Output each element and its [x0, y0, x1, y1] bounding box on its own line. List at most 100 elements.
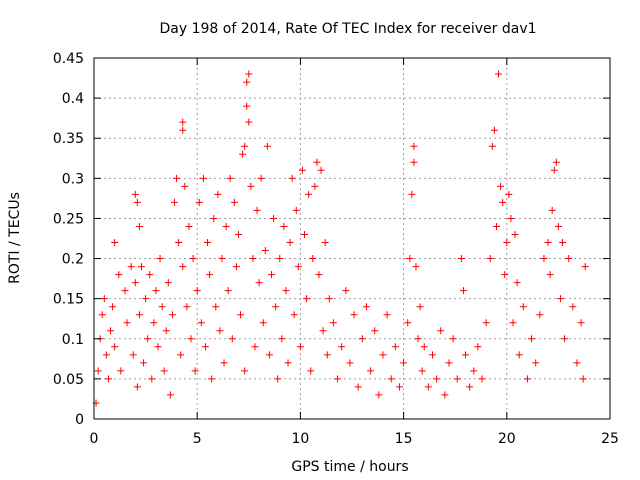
data-point [218, 255, 226, 263]
data-point [197, 319, 205, 327]
data-point [249, 255, 257, 263]
data-point [187, 335, 195, 343]
plot-frame [93, 57, 611, 420]
data-point [191, 367, 199, 375]
data-point [495, 70, 503, 78]
data-point [222, 222, 230, 230]
data-point [416, 303, 424, 311]
data-point [245, 70, 253, 78]
data-point [131, 190, 139, 198]
data-point [117, 367, 125, 375]
data-point [175, 239, 183, 247]
data-point [158, 303, 166, 311]
x-tick-label: 5 [193, 431, 202, 447]
data-point [362, 303, 370, 311]
data-point [210, 214, 218, 222]
data-point [135, 311, 143, 319]
data-point [548, 206, 556, 214]
data-point [282, 287, 290, 295]
data-point [179, 263, 187, 271]
y-tick-label: 0.1 [62, 332, 84, 348]
data-point [499, 198, 507, 206]
y-tick-label: 0.2 [62, 252, 84, 268]
data-point [131, 279, 139, 287]
data-point [241, 367, 249, 375]
data-point [428, 351, 436, 359]
data-point [216, 327, 224, 335]
data-point [459, 287, 467, 295]
data-point [214, 190, 222, 198]
data-point [243, 78, 251, 86]
data-point [354, 383, 362, 391]
data-point [528, 335, 536, 343]
data-point [173, 174, 181, 182]
data-point [152, 287, 160, 295]
data-point [581, 263, 589, 271]
data-point [296, 343, 304, 351]
data-point [261, 247, 269, 255]
data-point [294, 263, 302, 271]
data-point [164, 279, 172, 287]
data-point [515, 351, 523, 359]
data-point [486, 255, 494, 263]
data-point [237, 311, 245, 319]
data-point [462, 351, 470, 359]
data-point [181, 182, 189, 190]
y-tick-label: 0.45 [53, 51, 84, 67]
data-point [274, 375, 282, 383]
data-point [317, 166, 325, 174]
data-point [228, 335, 236, 343]
data-point [311, 182, 319, 190]
data-point [406, 255, 414, 263]
data-point [253, 206, 261, 214]
data-point [185, 222, 193, 230]
data-point [488, 142, 496, 150]
data-point [204, 239, 212, 247]
data-point [470, 367, 478, 375]
data-point [433, 375, 441, 383]
data-point [170, 198, 178, 206]
data-point [100, 295, 108, 303]
data-point [404, 319, 412, 327]
data-point [179, 126, 187, 134]
data-point [513, 279, 521, 287]
data-point [505, 190, 513, 198]
data-point [135, 222, 143, 230]
data-point [509, 319, 517, 327]
data-point [375, 391, 383, 399]
data-point [321, 239, 329, 247]
data-point [247, 182, 255, 190]
data-point [395, 383, 403, 391]
data-point [358, 335, 366, 343]
data-point [303, 295, 311, 303]
data-point [449, 335, 457, 343]
y-axis-label: ROTI / TECUs [7, 192, 23, 284]
data-point [536, 311, 544, 319]
data-point [268, 271, 276, 279]
data-point [408, 190, 416, 198]
x-tick-label: 0 [90, 431, 99, 447]
data-point [552, 158, 560, 166]
data-point [569, 303, 577, 311]
data-point [546, 271, 554, 279]
x-tick-label: 10 [291, 431, 309, 447]
data-point [162, 327, 170, 335]
data-point [492, 222, 500, 230]
data-point [255, 279, 263, 287]
data-point [150, 319, 158, 327]
data-point [123, 319, 131, 327]
data-point [474, 343, 482, 351]
data-point [507, 214, 515, 222]
data-point [329, 319, 337, 327]
data-point [111, 239, 119, 247]
data-point [573, 359, 581, 367]
data-point [497, 182, 505, 190]
data-point [183, 303, 191, 311]
data-point [276, 255, 284, 263]
data-point [478, 375, 486, 383]
x-tick-label: 25 [601, 431, 619, 447]
x-tick-label: 15 [395, 431, 413, 447]
data-point [179, 118, 187, 126]
data-point [346, 359, 354, 367]
